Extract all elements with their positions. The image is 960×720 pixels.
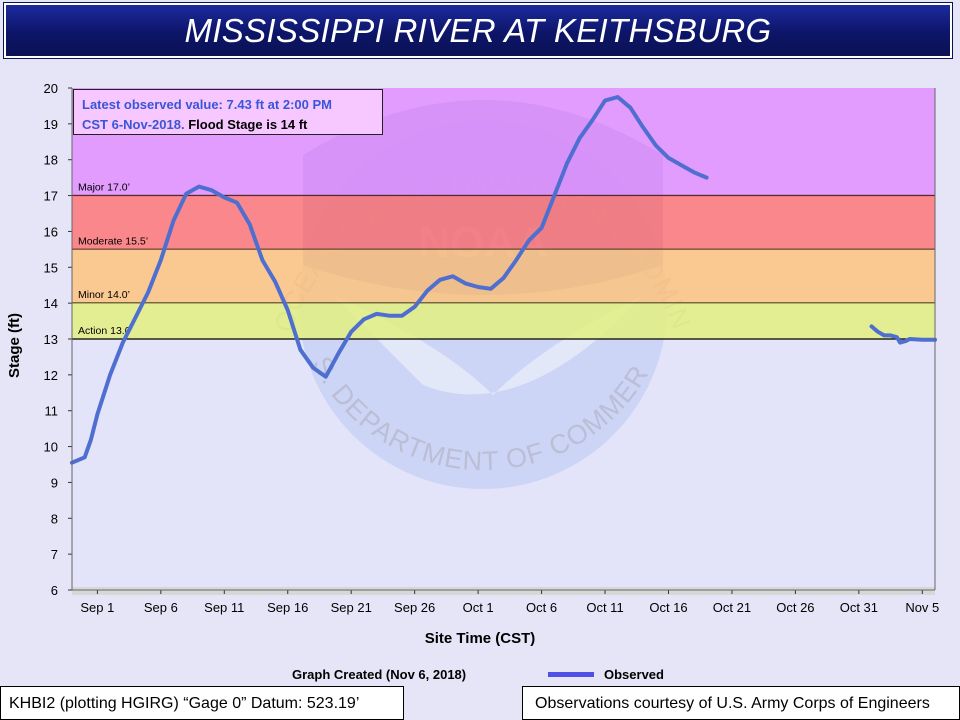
y-tick-label: 16 [44, 224, 58, 239]
legend-swatch-observed [548, 672, 594, 677]
y-axis-label: Stage (ft) [6, 313, 23, 378]
y-tick-label: 19 [44, 117, 58, 132]
y-tick-label: 17 [44, 189, 58, 204]
x-tick-label: Oct 26 [776, 600, 814, 615]
threshold-label-major: Major 17.0’ [78, 182, 130, 194]
observed-series [70, 95, 937, 465]
latest-observation-box: Latest observed value: 7.43 ft at 2:00 P… [73, 89, 383, 135]
x-tick-label: Sep 26 [394, 600, 435, 615]
y-tick-label: 13 [44, 332, 58, 347]
y-tick-label: 18 [44, 153, 58, 168]
x-tick-label: Oct 31 [840, 600, 878, 615]
x-tick-label: Sep 21 [331, 600, 372, 615]
x-tick-label: Sep 6 [144, 600, 178, 615]
y-tick-label: 15 [44, 260, 58, 275]
y-tick-label: 6 [51, 583, 58, 598]
x-tick-label: Nov 5 [905, 600, 939, 615]
x-tick-label: Oct 1 [463, 600, 494, 615]
title-banner: MISSISSIPPI RIVER AT KEITHSBURG [4, 3, 952, 58]
band-moderate [72, 195, 935, 250]
legend-label-observed: Observed [604, 667, 664, 682]
x-tick-label: Sep 1 [80, 600, 114, 615]
y-tick-label: 10 [44, 440, 58, 455]
x-tick-label: Oct 6 [526, 600, 557, 615]
x-axis-strip [72, 587, 935, 595]
y-tick-label: 11 [45, 404, 59, 419]
chart-title: MISSISSIPPI RIVER AT KEITHSBURG [184, 11, 772, 49]
datum-footer: KHBI2 (plotting HGIRG) “Gage 0” Datum: 5… [0, 686, 404, 720]
graph-created-text: Graph Created (Nov 6, 2018) [292, 667, 467, 682]
flood-category-bands: Major 17.0’ Moderate 15.5’ Minor 14.0’ Acti… [72, 88, 935, 340]
band-action [72, 303, 935, 339]
courtesy-footer: Observations courtesy of U.S. Army Corps… [522, 686, 960, 720]
y-tick-label: 8 [51, 511, 58, 526]
y-tick-label: 14 [44, 296, 58, 311]
x-tick-label: Oct 21 [713, 600, 751, 615]
x-axis-label: Site Time (CST) [424, 630, 536, 647]
x-tick-label: Sep 16 [267, 600, 308, 615]
x-tick-label: Oct 16 [649, 600, 687, 615]
watermark-gull [333, 295, 643, 395]
flood-stage-text: Flood Stage is 14 ft [184, 117, 308, 132]
latest-line-2-date: CST 6-Nov-2018. [82, 117, 185, 132]
y-tick-label: 9 [51, 475, 58, 490]
observed-line-segment-1 [70, 95, 709, 465]
observed-line-segment-2 [869, 324, 937, 345]
y-tick-label: 12 [44, 368, 58, 383]
plot-frame [71, 88, 936, 591]
y-axis-label-wrap: Stage (ft) [6, 313, 26, 438]
legend: Observed [548, 667, 664, 682]
threshold-label-minor: Minor 14.0’ [78, 289, 130, 301]
threshold-label-moderate: Moderate 15.5’ [78, 235, 148, 247]
y-tick-label: 7 [51, 547, 58, 562]
threshold-label-action: Action 13.0’ [78, 325, 133, 337]
x-tick-label: Sep 11 [204, 600, 244, 615]
y-tick-label: 20 [44, 81, 58, 96]
latest-line-1: Latest observed value: 7.43 ft at 2:00 P… [82, 97, 332, 112]
axis-ticks: 6 7 8 9 10 11 12 13 14 15 16 17 18 19 20 Sep 1 Sep 6 Sep … [44, 81, 940, 615]
x-tick-label: Oct 11 [586, 600, 623, 615]
